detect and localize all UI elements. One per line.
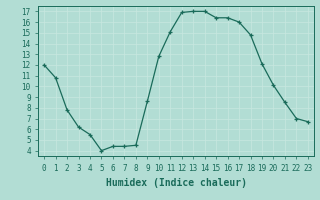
X-axis label: Humidex (Indice chaleur): Humidex (Indice chaleur) (106, 178, 246, 188)
